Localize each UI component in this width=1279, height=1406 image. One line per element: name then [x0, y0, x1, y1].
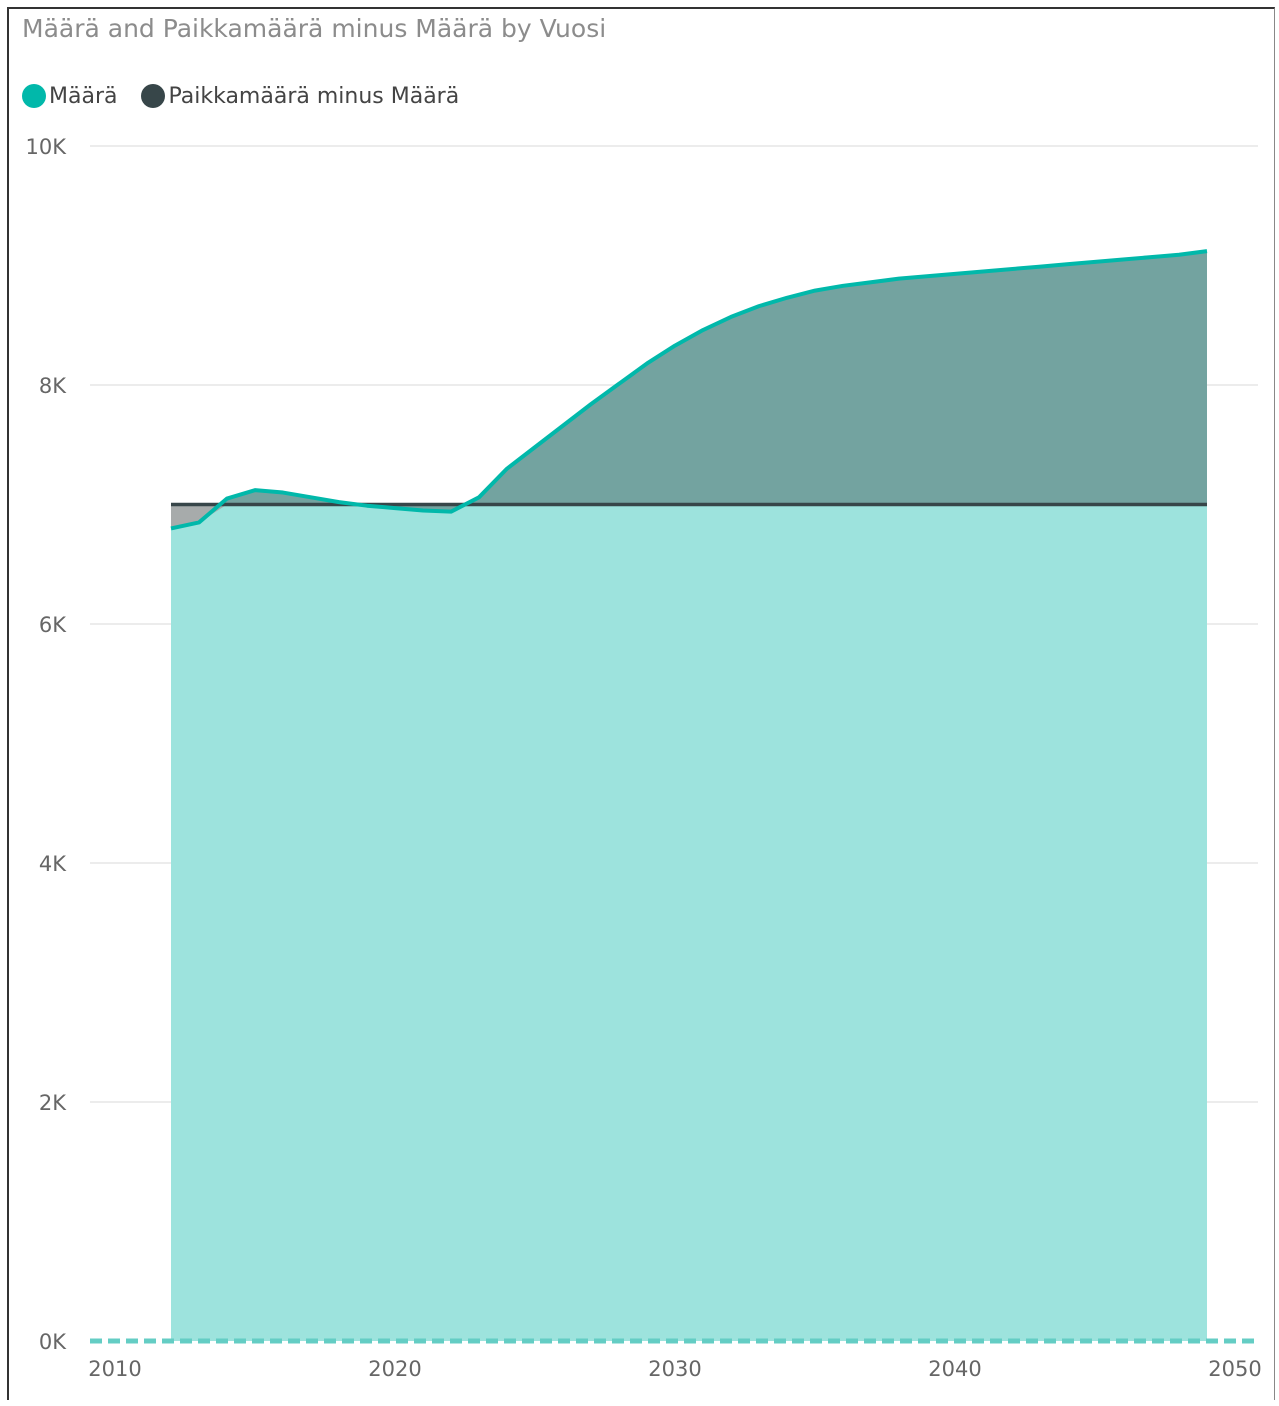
- x-tick-label: 2030: [648, 1357, 701, 1381]
- x-tick-label: 2050: [1208, 1357, 1261, 1381]
- legend-marker: [141, 84, 166, 108]
- x-tick-label: 2010: [88, 1357, 141, 1381]
- x-tick-label: 2020: [368, 1357, 421, 1381]
- maara-line: [170, 249, 1208, 531]
- y-tick-label: 6K: [39, 613, 67, 637]
- legend-item-maara[interactable]: Määrä: [22, 84, 117, 109]
- x-tick-label: 2040: [928, 1357, 981, 1381]
- y-tick-label: 0K: [39, 1330, 67, 1354]
- y-tick-label: 10K: [26, 135, 68, 159]
- y-tick-label: 4K: [39, 852, 67, 876]
- legend-item-paikkamaara[interactable]: Paikkamäärä minus Määrä: [141, 84, 459, 109]
- legend-label: Paikkamäärä minus Määrä: [168, 83, 460, 109]
- chart-title: Määrä and Paikkamäärä minus Määrä by Vuo…: [22, 14, 607, 43]
- legend-label: Määrä: [49, 83, 118, 109]
- legend: Määrä Paikkamäärä minus Määrä: [22, 80, 483, 112]
- maara-area: [171, 251, 1207, 1341]
- legend-marker: [22, 84, 46, 108]
- paikkamaara-gap-area: [171, 251, 1207, 529]
- y-tick-label: 8K: [39, 374, 67, 398]
- y-tick-label: 2K: [39, 1091, 67, 1115]
